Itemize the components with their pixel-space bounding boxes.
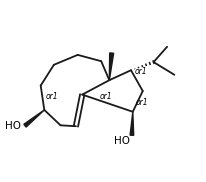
Text: or1: or1 xyxy=(134,67,147,76)
Text: HO: HO xyxy=(114,136,130,146)
Text: HO: HO xyxy=(5,121,21,131)
Polygon shape xyxy=(24,110,44,127)
Polygon shape xyxy=(130,112,134,135)
Polygon shape xyxy=(109,53,114,80)
Text: or1: or1 xyxy=(136,98,149,107)
Text: or1: or1 xyxy=(99,92,112,101)
Text: or1: or1 xyxy=(46,92,59,101)
